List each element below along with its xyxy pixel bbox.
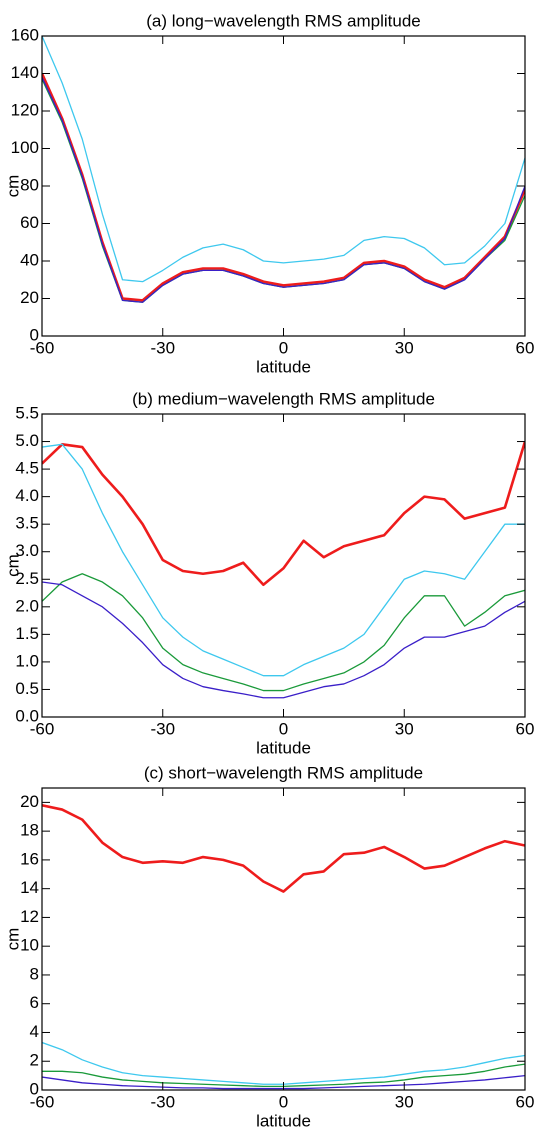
y-tick-label: 5.0 — [15, 431, 39, 450]
y-tick-label: 140 — [11, 63, 39, 82]
plot-frame — [41, 787, 526, 1091]
x-tick-label: -60 — [30, 719, 55, 738]
x-tick-label: -30 — [150, 719, 175, 738]
y-tick-label: 8 — [30, 964, 39, 983]
y-tick-label: 4 — [30, 1022, 39, 1041]
y-tick-label: 3.5 — [15, 514, 39, 533]
x-tick-label: -30 — [150, 338, 175, 357]
data-line — [42, 76, 525, 303]
y-tick-label: 16 — [20, 849, 39, 868]
y-tick-label: 0 — [30, 325, 39, 344]
data-line — [42, 443, 525, 677]
x-tick-label: 30 — [395, 1092, 414, 1111]
x-axis-label: latitude — [256, 1111, 311, 1130]
y-tick-label: 12 — [20, 907, 39, 926]
y-tick-label: 100 — [11, 138, 39, 157]
plot-frame — [41, 35, 526, 337]
y-tick-label: 0.5 — [15, 679, 39, 698]
data-line — [42, 1041, 525, 1085]
y-tick-label: 0 — [30, 1079, 39, 1098]
y-tick-label: 4.0 — [15, 486, 39, 505]
y-tick-label: 20 — [20, 288, 39, 307]
data-line — [42, 441, 525, 587]
y-tick-label: 10 — [20, 936, 39, 955]
y-tick-label: 120 — [11, 100, 39, 119]
data-line — [42, 803, 525, 893]
x-tick-label: 0 — [279, 338, 288, 357]
y-axis-label: cm — [3, 175, 22, 198]
data-line — [42, 573, 525, 692]
x-tick-label: -60 — [30, 1092, 55, 1111]
y-tick-label: 160 — [11, 25, 39, 44]
data-line — [42, 36, 525, 283]
y-tick-label: 1.0 — [15, 651, 39, 670]
y-tick-label: 20 — [20, 792, 39, 811]
y-tick-label: 0.0 — [15, 706, 39, 725]
chart-title: (b) medium−wavelength RMS amplitude — [132, 389, 435, 408]
x-tick-label: 0 — [279, 1092, 288, 1111]
x-tick-label: 0 — [279, 719, 288, 738]
x-tick-label: 60 — [516, 338, 535, 357]
y-axis-label: cm — [3, 554, 22, 577]
y-tick-label: 2.0 — [15, 596, 39, 615]
y-tick-label: 3.0 — [15, 541, 39, 560]
y-tick-label: 2 — [30, 1051, 39, 1070]
y-tick-label: 60 — [20, 213, 39, 232]
y-tick-label: 18 — [20, 821, 39, 840]
x-tick-label: 60 — [516, 719, 535, 738]
y-axis-label: cm — [3, 928, 22, 951]
data-line — [42, 581, 525, 699]
x-tick-label: 60 — [516, 1092, 535, 1111]
y-tick-label: 2.5 — [15, 569, 39, 588]
y-tick-label: 14 — [20, 878, 39, 897]
x-tick-label: -60 — [30, 338, 55, 357]
y-tick-label: 40 — [20, 250, 39, 269]
plot-frame — [41, 413, 526, 718]
x-tick-label: 30 — [395, 719, 414, 738]
data-line — [42, 78, 525, 303]
y-tick-label: 5.5 — [15, 403, 39, 422]
x-tick-label: -30 — [150, 1092, 175, 1111]
data-line — [42, 72, 525, 302]
y-tick-label: 6 — [30, 993, 39, 1012]
x-axis-label: latitude — [256, 738, 311, 757]
chart-title: (a) long−wavelength RMS amplitude — [146, 11, 421, 30]
y-tick-label: 1.5 — [15, 624, 39, 643]
x-tick-label: 30 — [395, 338, 414, 357]
chart-title: (c) short−wavelength RMS amplitude — [144, 763, 423, 782]
x-axis-label: latitude — [256, 357, 311, 376]
y-tick-label: 4.5 — [15, 459, 39, 478]
y-tick-label: 80 — [20, 175, 39, 194]
